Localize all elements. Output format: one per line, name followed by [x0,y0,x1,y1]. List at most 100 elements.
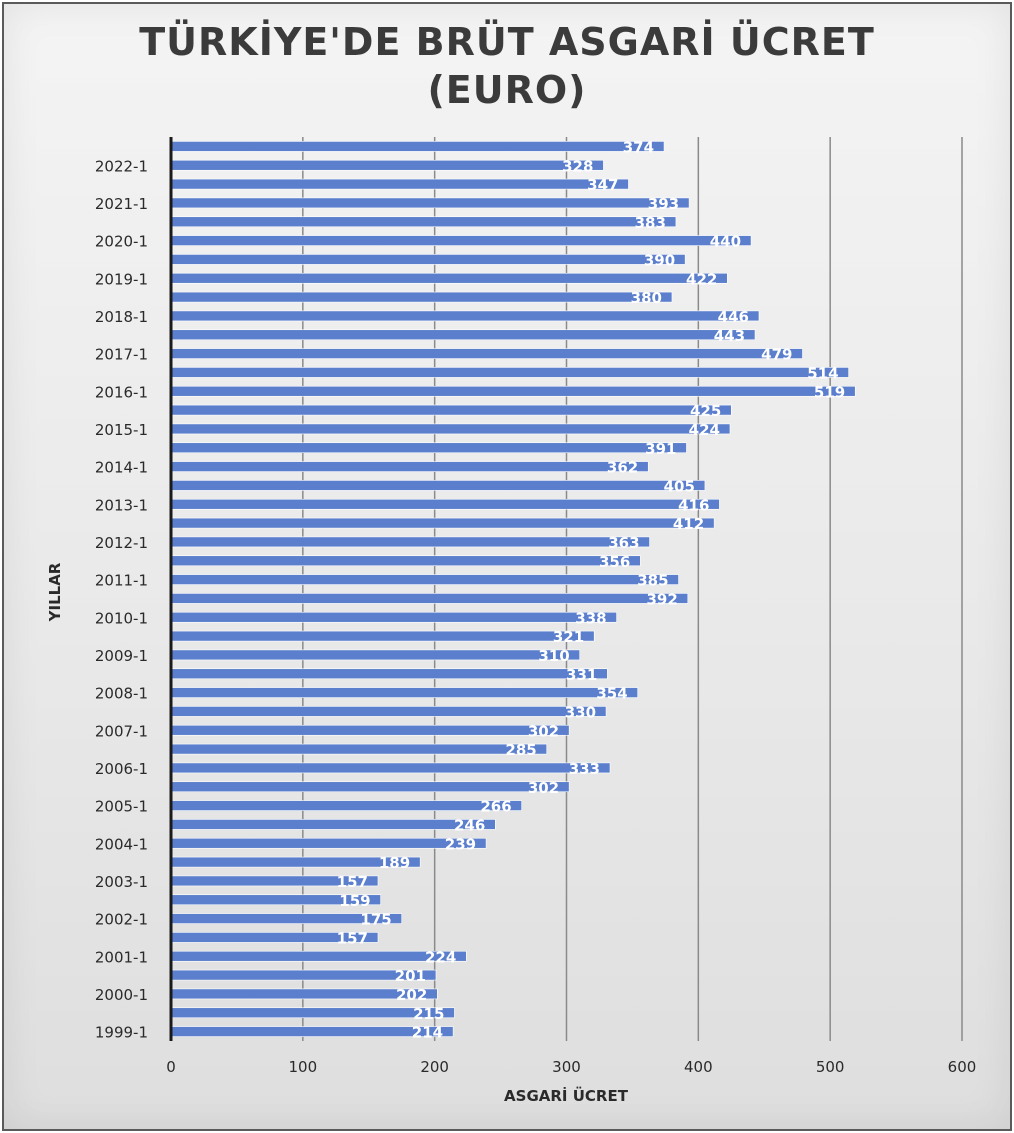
bar-30 [170,461,649,472]
x-axis-title: ASGARİ ÜCRET [504,1086,629,1105]
bar-12 [170,800,522,811]
data-label-26: 363 [608,534,639,552]
data-label-28: 416 [678,496,709,514]
y-tick-label-2010-1: 2010-1 [95,609,148,627]
y-tick-label-2014-1: 2014-1 [95,459,148,477]
data-label-43: 383 [635,214,666,232]
bar-39 [170,291,673,303]
bar-47 [170,141,665,152]
y-tick-label-2013-1: 2013-1 [95,496,148,514]
y-tick-label-2012-1: 2012-1 [95,534,148,552]
data-label-45: 347 [587,176,618,194]
y-tick-label-2021-1: 2021-1 [95,195,148,213]
bar-38 [170,310,760,322]
bar-0 [170,1026,454,1037]
bar-37 [170,329,756,341]
data-label-22: 338 [575,609,606,627]
data-label-34: 519 [814,383,845,401]
bar-1 [170,1007,455,1019]
bar-22 [170,611,617,623]
bar-44 [170,197,690,209]
bar-16 [170,724,570,736]
y-tick-label-2019-1: 2019-1 [95,270,148,288]
x-tick-label-600: 600 [948,1058,977,1076]
bar-41 [170,254,686,265]
data-label-11: 246 [454,816,485,834]
x-tick-label-100: 100 [289,1058,318,1076]
bar-29 [170,480,706,491]
y-tick-label-2000-1: 2000-1 [95,986,148,1004]
data-label-10: 239 [445,835,476,853]
bar-34 [170,385,856,397]
x-tick-label-0: 0 [166,1058,176,1076]
data-label-25: 356 [599,553,630,571]
bar-15 [170,743,548,755]
data-label-23: 392 [646,590,677,608]
bar-4 [170,950,467,962]
y-tick-label-2001-1: 2001-1 [95,948,148,966]
y-tick-label-2007-1: 2007-1 [95,722,148,740]
y-tick-label-2020-1: 2020-1 [95,233,148,251]
data-label-32: 424 [689,421,720,439]
bar-26 [170,536,650,548]
bar-21 [170,630,595,642]
bar-23 [170,593,689,604]
data-label-46: 328 [562,157,593,175]
data-labels: 2142152022012241571751591571892392462663… [337,138,846,1041]
data-label-5: 157 [337,929,368,947]
bar-45 [170,178,629,190]
x-tick-label-500: 500 [816,1058,845,1076]
chart-title-line-2: (EURO) [427,68,587,112]
bar-20 [170,649,580,661]
bar-18 [170,687,638,698]
bar-13 [170,781,570,793]
data-label-41: 390 [644,251,675,269]
data-label-16: 302 [528,722,559,740]
bar-35 [170,367,849,378]
data-label-27: 412 [673,515,704,533]
data-label-30: 362 [607,459,638,477]
bar-24 [170,574,679,585]
data-label-14: 333 [569,760,600,778]
data-label-24: 385 [637,572,668,590]
axes: 0 100 200 300 400 500 600 1999-1 2000-1 2001-1 200… [95,137,976,1076]
y-tick-label-2009-1: 2009-1 [95,647,148,665]
data-label-1: 215 [413,1005,444,1023]
y-tick-label-2016-1: 2016-1 [95,383,148,401]
chart-title: TÜRKİYE'DE BRÜT ASGARİ ÜCRET (EURO) [0,18,1014,114]
data-label-21: 321 [553,628,584,646]
y-tick-label-1999-1: 1999-1 [95,1024,148,1042]
y-axis-title: YILLAR [46,562,64,622]
bar-19 [170,668,608,680]
x-tick-label-300: 300 [552,1058,581,1076]
y-tick-label-2008-1: 2008-1 [95,685,148,703]
gridlines [302,137,963,1041]
data-label-42: 440 [710,233,741,251]
y-tick-label-2022-1: 2022-1 [95,157,148,175]
bar-32 [170,423,731,435]
data-label-38: 446 [718,308,749,326]
y-tick-label-2005-1: 2005-1 [95,798,148,816]
data-label-29: 405 [664,477,695,495]
data-label-47: 374 [623,138,654,156]
chart-title-line-1: TÜRKİYE'DE BRÜT ASGARİ ÜCRET [139,20,875,64]
bar-43 [170,216,677,228]
y-tick-label-2006-1: 2006-1 [95,760,148,778]
y-tick-label-2015-1: 2015-1 [95,421,148,439]
data-label-36: 479 [761,346,792,364]
data-label-2: 202 [396,986,427,1004]
y-tick-label-2011-1: 2011-1 [95,572,148,590]
bar-10 [170,837,487,849]
bar-25 [170,555,641,567]
data-label-40: 422 [686,270,717,288]
bar-42 [170,235,752,246]
x-tick-label-400: 400 [684,1058,713,1076]
data-label-9: 189 [379,854,410,872]
data-label-19: 331 [566,666,597,684]
y-tick-label-2004-1: 2004-1 [95,835,148,853]
bar-28 [170,498,720,510]
data-label-33: 425 [690,402,721,420]
bar-36 [170,348,803,359]
data-label-17: 330 [565,703,596,721]
